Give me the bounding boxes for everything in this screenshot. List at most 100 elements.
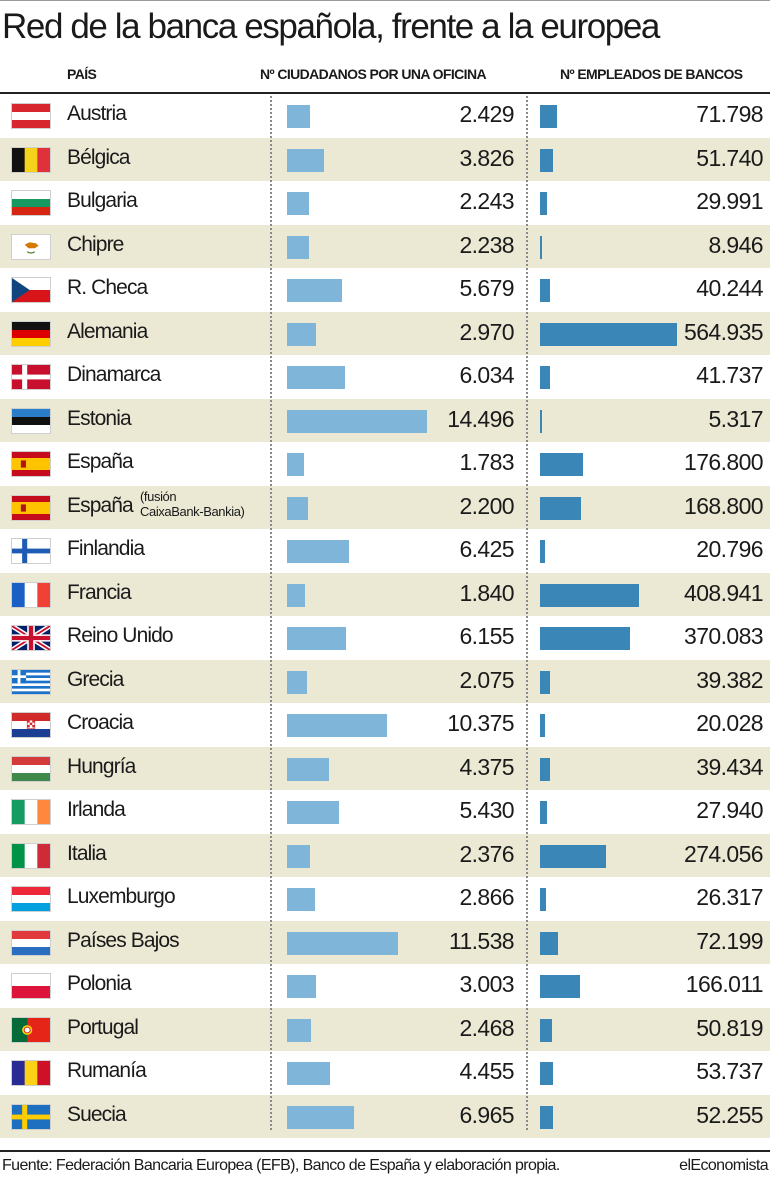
employees-bar	[540, 105, 558, 128]
belgium-flag-icon	[11, 146, 51, 173]
employees-value-label: 41.737	[696, 362, 763, 388]
employees-value-label: 51.740	[696, 144, 763, 171]
citizens-value-label: 14.496	[447, 405, 514, 432]
table-row: Suecia 6.965 52.255	[0, 1094, 770, 1138]
table-row: Finlandia 6.425 20.796	[0, 529, 770, 573]
citizens-bar	[287, 148, 324, 172]
employees-value-label: 71.798	[696, 101, 763, 127]
column-divider-left	[270, 96, 272, 1130]
table-row: Francia 1.840 408.941	[0, 572, 770, 616]
employees-bar	[540, 279, 550, 302]
country-label: Alemania	[67, 319, 148, 343]
citizens-bar	[287, 1062, 331, 1085]
employees-bar	[540, 148, 553, 172]
estonia-flag-icon	[11, 407, 51, 434]
country-label: Francia	[67, 580, 132, 604]
citizens-bar	[287, 975, 316, 998]
citizens-value-label: 2.200	[459, 492, 514, 519]
croatia-flag-icon	[11, 712, 51, 738]
table-row: Portugal 2.468 50.819	[0, 1007, 770, 1051]
citizens-bar	[287, 409, 427, 433]
employees-bar	[540, 931, 558, 955]
employees-value-label: 564.935	[684, 318, 764, 345]
employees-value-label: 39.382	[696, 666, 763, 693]
country-label: Bulgaria	[67, 189, 138, 212]
column-divider-right	[526, 96, 528, 1130]
country-label: Polonia	[67, 972, 132, 995]
employees-bar	[540, 801, 547, 824]
footer-rule	[0, 1150, 770, 1152]
country-label: Suecia	[67, 1102, 127, 1126]
table-row: Grecia 2.075 39.382	[0, 659, 770, 703]
employees-value-label: 20.028	[696, 710, 763, 736]
hungary-flag-icon	[11, 755, 51, 782]
citizens-value-label: 6.034	[459, 362, 514, 388]
country-label: Países Bajos	[67, 928, 180, 952]
employees-value-label: 40.244	[696, 275, 763, 301]
citizens-bar	[287, 757, 330, 781]
employees-value-label: 20.796	[696, 536, 763, 562]
employees-value-label: 72.199	[696, 927, 763, 954]
table-row: Italia 2.376 274.056	[0, 833, 770, 877]
country-label: Dinamarca	[67, 363, 161, 386]
romania-flag-icon	[11, 1060, 51, 1086]
country-label: R. Checa	[67, 276, 148, 299]
citizens-bar	[287, 192, 309, 215]
employees-bar	[540, 1018, 553, 1042]
citizens-value-label: 4.455	[459, 1058, 514, 1084]
employees-value-label: 8.946	[708, 231, 763, 258]
citizens-bar	[287, 279, 342, 302]
citizens-value-label: 2.243	[459, 188, 514, 214]
bulgaria-flag-icon	[11, 190, 51, 216]
italy-flag-icon	[11, 842, 51, 869]
table-row: Chipre 2.238 8.946	[0, 224, 770, 268]
employees-value-label: 27.940	[696, 797, 763, 823]
citizens-value-label: 5.430	[459, 797, 514, 823]
country-column-header: PAÍS	[67, 66, 97, 82]
table-row: Croacia 10.375 20.028	[0, 703, 770, 747]
table-row: Bulgaria 2.243 29.991	[0, 181, 770, 225]
citizens-bar	[287, 540, 350, 563]
country-label: Grecia	[67, 667, 124, 691]
country-label: Rumanía	[67, 1059, 147, 1082]
country-label: España	[67, 450, 134, 473]
table-row: Países Bajos 11.538 72.199	[0, 920, 770, 964]
employees-bar	[540, 409, 542, 433]
citizens-value-label: 2.376	[459, 840, 514, 867]
netherlands-flag-icon	[11, 929, 51, 956]
table-row: Alemania 2.970 564.935	[0, 311, 770, 355]
citizens-bar	[287, 1018, 311, 1042]
luxembourg-flag-icon	[11, 886, 51, 912]
table-row: Hungría 4.375 39.434	[0, 746, 770, 790]
employees-bar	[540, 583, 640, 607]
employees-value-label: 29.991	[696, 188, 763, 214]
employees-bar	[540, 366, 551, 389]
citizens-bar	[287, 714, 388, 737]
citizens-value-label: 1.783	[459, 449, 514, 475]
uk-flag-icon	[11, 625, 51, 651]
country-label: Portugal	[67, 1015, 139, 1039]
employees-bar	[540, 453, 583, 476]
country-label: Finlandia	[67, 537, 145, 560]
czech-flag-icon	[11, 277, 51, 303]
country-label: Luxemburgo	[67, 885, 176, 908]
employees-bar	[540, 627, 630, 650]
citizens-value-label: 2.970	[459, 318, 514, 345]
citizens-bar	[287, 496, 309, 520]
citizens-value-label: 2.866	[459, 884, 514, 910]
header-rule	[0, 92, 770, 94]
citizens-value-label: 10.375	[447, 710, 514, 736]
citizens-value-label: 1.840	[459, 579, 514, 606]
finland-flag-icon	[11, 538, 51, 564]
table-row: Luxemburgo 2.866 26.317	[0, 877, 770, 921]
citizens-bar	[287, 1105, 355, 1129]
table-row: Rumanía 4.455 53.737	[0, 1051, 770, 1095]
poland-flag-icon	[11, 973, 51, 999]
table-row: Dinamarca 6.034 41.737	[0, 355, 770, 399]
employees-bar	[540, 1062, 554, 1085]
country-label: Italia	[67, 841, 107, 865]
citizens-value-label: 3.826	[459, 144, 514, 171]
denmark-flag-icon	[11, 364, 51, 390]
country-label: Croacia	[67, 711, 134, 734]
citizens-value-label: 11.538	[448, 927, 515, 954]
